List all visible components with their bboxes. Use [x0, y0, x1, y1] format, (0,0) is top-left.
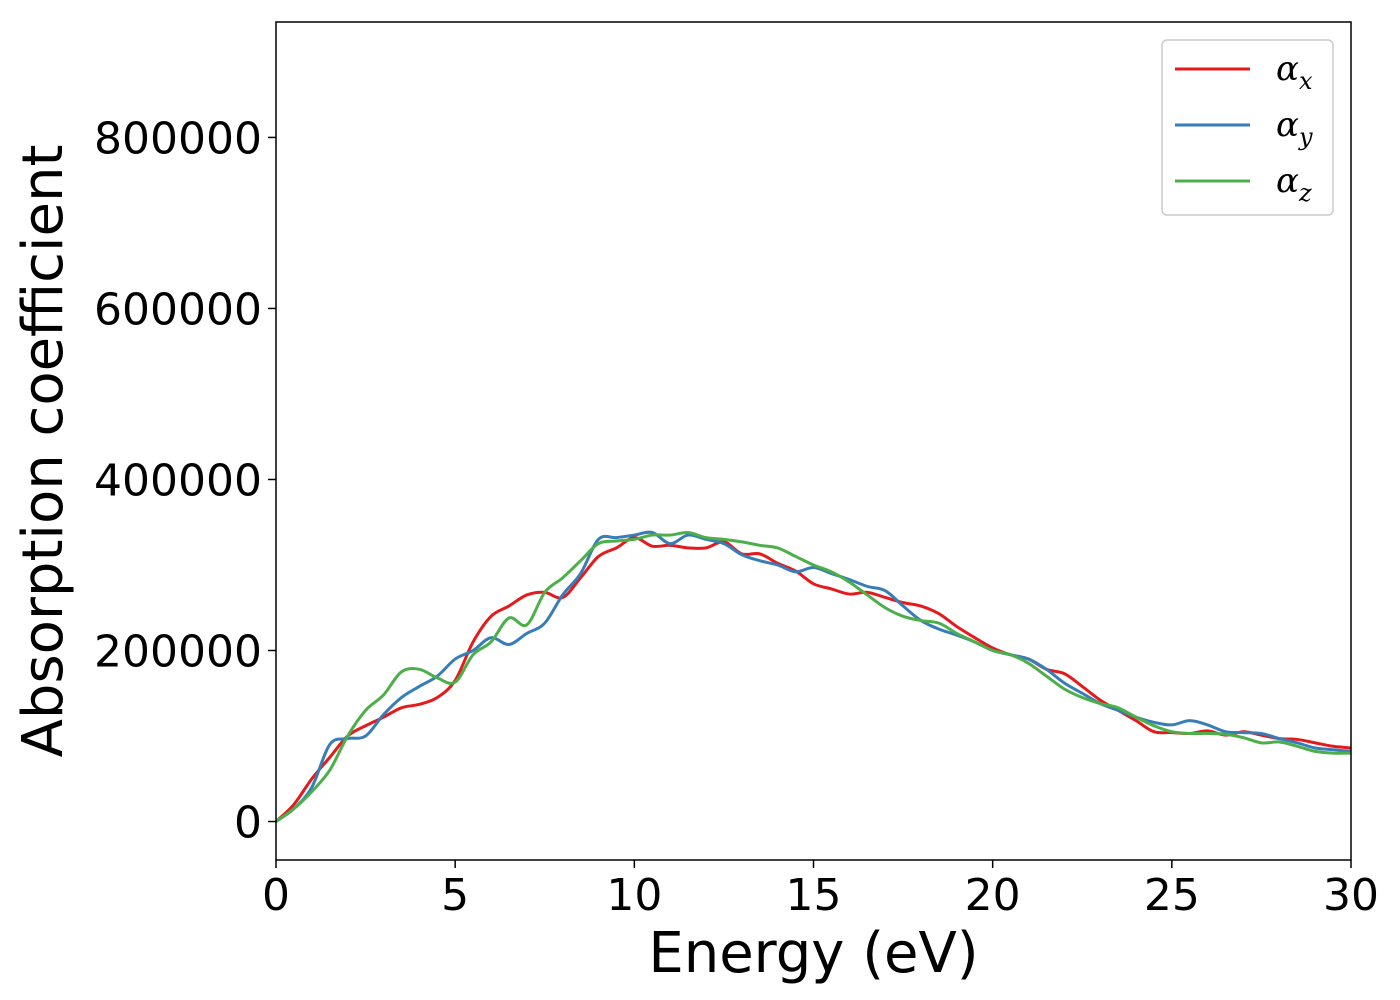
y-axis: 0 200000 400000 600000 800000 [94, 113, 276, 849]
y-axis-label: Absorption coefficient [11, 145, 76, 758]
x-tick-label: 10 [606, 870, 662, 921]
plot-area [276, 530, 1351, 823]
x-axis: 0 5 10 15 20 25 30 [262, 860, 1379, 921]
x-tick-label: 30 [1323, 870, 1379, 921]
y-tick-label: 800000 [94, 113, 262, 164]
series-line-x [276, 536, 1351, 823]
y-tick-label: 600000 [94, 284, 262, 335]
y-tick-label: 400000 [94, 455, 262, 506]
x-tick-label: 25 [1144, 870, 1200, 921]
x-tick-label: 15 [786, 870, 842, 921]
legend: αx αy αz [1161, 39, 1334, 216]
legend-label-x: αx [1276, 49, 1313, 95]
legend-label-y: αy [1276, 105, 1313, 151]
series-line-z [276, 530, 1351, 823]
y-tick-label: 200000 [94, 627, 262, 678]
legend-label-z: αz [1276, 161, 1312, 207]
series-line-y [276, 530, 1351, 823]
x-tick-label: 20 [965, 870, 1021, 921]
y-tick-label: 0 [234, 798, 262, 849]
x-axis-label: Energy (eV) [648, 921, 978, 986]
x-tick-label: 0 [262, 870, 290, 921]
legend-box [1161, 39, 1334, 216]
x-tick-label: 5 [441, 870, 469, 921]
